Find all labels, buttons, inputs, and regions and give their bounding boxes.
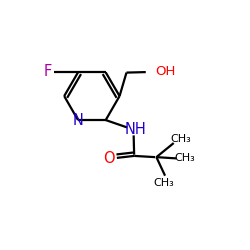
Text: CH₃: CH₃ — [170, 134, 191, 144]
Text: NH: NH — [124, 122, 146, 138]
Text: CH₃: CH₃ — [174, 153, 195, 163]
Text: N: N — [72, 112, 84, 128]
Text: O: O — [103, 151, 115, 166]
Text: CH₃: CH₃ — [154, 178, 174, 188]
Text: OH: OH — [156, 65, 176, 78]
Text: F: F — [44, 64, 52, 79]
